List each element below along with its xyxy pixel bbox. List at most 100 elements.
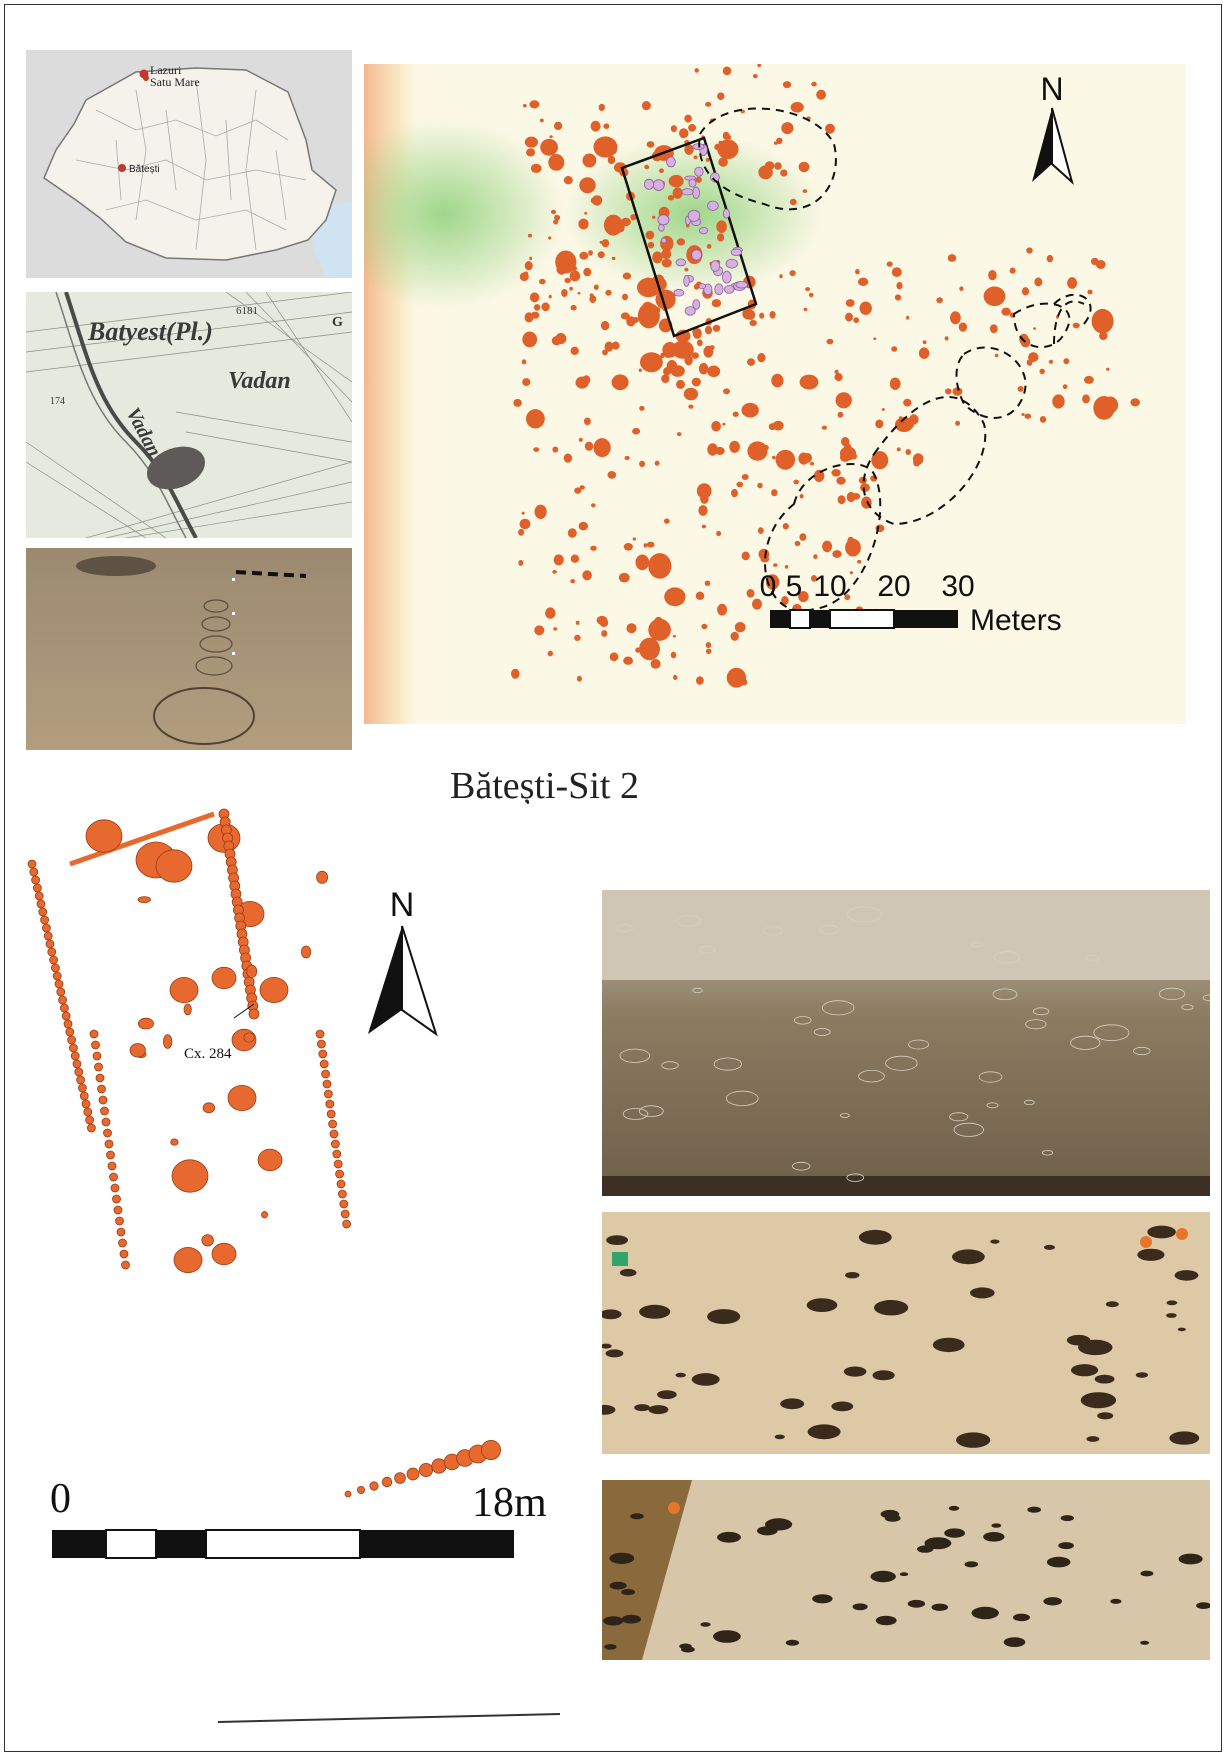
wall-posthole bbox=[74, 1067, 84, 1077]
feature-pit bbox=[548, 154, 565, 171]
feature-pit bbox=[1052, 394, 1065, 409]
feature-pit bbox=[855, 268, 860, 275]
photo-pit bbox=[983, 1532, 1005, 1542]
feature-pit bbox=[909, 414, 919, 425]
feature-pit bbox=[716, 220, 727, 233]
photo-pit bbox=[846, 1173, 865, 1182]
feature-pit bbox=[569, 270, 581, 282]
feature-pit bbox=[578, 437, 583, 442]
feature-pit bbox=[718, 157, 728, 167]
feature-pit bbox=[816, 89, 826, 100]
feature-pit bbox=[552, 570, 557, 574]
feature-pit bbox=[771, 373, 784, 388]
feature-pit bbox=[552, 446, 559, 453]
feature-pit bbox=[635, 647, 641, 653]
feature-pit bbox=[548, 236, 552, 240]
feature-pit bbox=[522, 104, 527, 108]
feature-pit bbox=[632, 537, 637, 541]
wall-posthole bbox=[248, 1008, 260, 1020]
photo-pit bbox=[1174, 1270, 1199, 1281]
wall-posthole bbox=[100, 1106, 109, 1116]
feature-pit bbox=[700, 493, 709, 504]
wall-posthole bbox=[113, 1205, 123, 1215]
photo-pit bbox=[1024, 1099, 1035, 1105]
marker-batesti bbox=[118, 164, 126, 172]
feature-pit bbox=[936, 297, 943, 304]
house-post-hole bbox=[692, 186, 700, 199]
photo-pit bbox=[605, 1349, 624, 1358]
feature-pit bbox=[749, 319, 757, 327]
north-label: N bbox=[1040, 71, 1063, 107]
feature-pit bbox=[526, 148, 536, 157]
photo-pit bbox=[884, 1514, 901, 1522]
feature-pit bbox=[747, 358, 755, 366]
feature-pit bbox=[706, 244, 712, 249]
feature-pit bbox=[764, 161, 775, 170]
feature-pit bbox=[875, 419, 884, 429]
feature-pit bbox=[529, 256, 533, 261]
photo-pit bbox=[931, 1603, 949, 1611]
house-post-hole bbox=[714, 283, 724, 296]
feature-pit bbox=[1001, 307, 1011, 316]
feature-pit bbox=[639, 637, 660, 661]
feature-pit bbox=[944, 336, 949, 341]
wall-posthole bbox=[42, 923, 51, 933]
feature-pit bbox=[988, 270, 997, 281]
feature-pit bbox=[1106, 367, 1110, 371]
feature-pit bbox=[807, 380, 815, 390]
wall-posthole bbox=[58, 995, 67, 1005]
scale-end-label: 18m bbox=[472, 1480, 547, 1526]
photo-pit bbox=[657, 1390, 677, 1399]
site-location-marker bbox=[146, 446, 206, 490]
photo-pit bbox=[661, 1061, 679, 1070]
feature-pit bbox=[839, 446, 857, 461]
feature-pit bbox=[591, 503, 596, 508]
feature-label-cx284: Cx. 284 bbox=[184, 1046, 232, 1062]
feature-pit bbox=[574, 634, 581, 642]
photo-pit bbox=[794, 1016, 812, 1025]
photo-pit bbox=[700, 1622, 711, 1627]
feature-pit bbox=[579, 177, 596, 194]
feature-pit bbox=[782, 81, 792, 89]
feature-pit bbox=[709, 345, 715, 350]
feature-pit bbox=[646, 141, 655, 148]
house-post-hole bbox=[657, 214, 670, 226]
feature-pit bbox=[832, 550, 842, 558]
feature-pit bbox=[947, 254, 957, 262]
feature-pit bbox=[582, 570, 592, 581]
photo-pit bbox=[870, 1570, 896, 1583]
photo-pit bbox=[1046, 1556, 1071, 1568]
photo-pit bbox=[821, 1000, 855, 1016]
feature-pit bbox=[623, 656, 633, 665]
map-label-vadan: Vadan bbox=[228, 368, 291, 394]
feature-pit bbox=[688, 404, 694, 409]
feature-pit bbox=[1062, 384, 1068, 390]
photo-pit bbox=[707, 1309, 741, 1325]
feature-pit bbox=[711, 421, 721, 432]
feature-pit bbox=[691, 377, 701, 387]
wall-posthole bbox=[322, 1079, 332, 1089]
feature-pit bbox=[781, 596, 789, 605]
photo-pit bbox=[908, 1039, 930, 1050]
feature-pit bbox=[849, 571, 854, 575]
posthole-small bbox=[183, 1003, 192, 1016]
feature-pit bbox=[540, 138, 558, 156]
feature-pit bbox=[1072, 322, 1080, 329]
photo-pit bbox=[944, 1528, 965, 1538]
feature-pit bbox=[746, 589, 755, 598]
photo-pit bbox=[1044, 1244, 1055, 1250]
feature-pit bbox=[676, 238, 686, 246]
feature-pit bbox=[835, 392, 852, 409]
feature-pit bbox=[958, 322, 968, 332]
wall-posthole bbox=[29, 867, 39, 877]
house-post-hole bbox=[692, 299, 701, 310]
house-posthole-large bbox=[227, 1084, 257, 1111]
photo-pit bbox=[1060, 1515, 1074, 1522]
feature-pit bbox=[757, 482, 763, 489]
feature-pit bbox=[1009, 267, 1016, 274]
photo-pit bbox=[1140, 1570, 1154, 1577]
photo-pit bbox=[964, 1561, 979, 1568]
house-post-hole bbox=[698, 227, 709, 235]
feature-pit bbox=[895, 417, 914, 433]
feature-pit bbox=[727, 135, 732, 140]
